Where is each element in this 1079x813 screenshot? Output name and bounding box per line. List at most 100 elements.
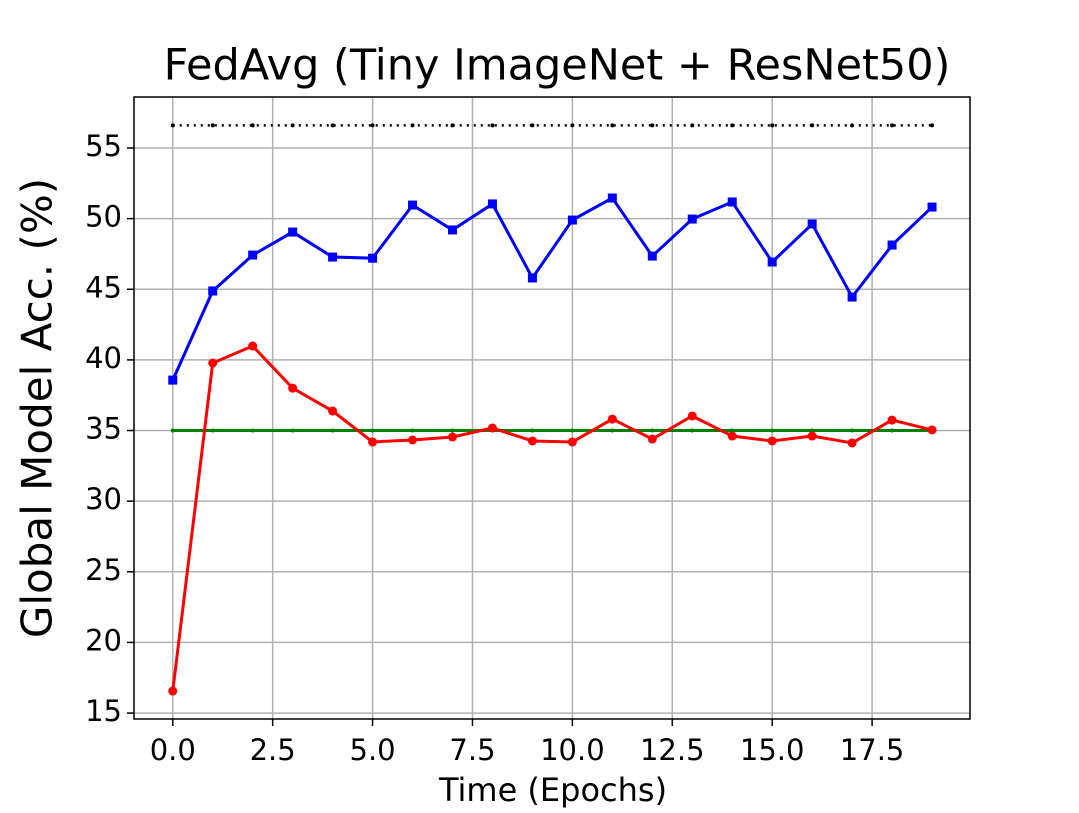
point (288, 383, 298, 393)
chart-title: FedAvg (Tiny ImageNet + ResNet50) (164, 41, 951, 91)
point (447, 432, 457, 442)
point (647, 251, 657, 261)
point (687, 411, 697, 421)
point (288, 227, 298, 237)
point (328, 252, 338, 262)
y-axis-label: Global Model Acc. (%) (13, 178, 62, 638)
point (250, 123, 255, 128)
point (170, 428, 175, 433)
point (328, 406, 338, 416)
point (930, 123, 935, 128)
point (530, 123, 535, 128)
point (210, 428, 215, 433)
point (690, 428, 695, 433)
point (250, 428, 255, 433)
point (810, 123, 815, 128)
point (927, 202, 937, 212)
point (890, 428, 895, 433)
y-tick-label: 35 (85, 412, 122, 446)
point (368, 437, 378, 447)
point (408, 200, 418, 210)
point (807, 431, 817, 441)
x-tick-label: 15.0 (740, 733, 805, 767)
point (770, 123, 775, 128)
point (850, 123, 855, 128)
y-tick-label: 40 (85, 341, 122, 375)
point (210, 123, 215, 128)
point (650, 123, 655, 128)
point (370, 428, 375, 433)
point (530, 428, 535, 433)
point (248, 250, 258, 260)
point (850, 428, 855, 433)
point (527, 273, 537, 283)
point (290, 428, 295, 433)
point (447, 225, 457, 235)
y-tick-label: 15 (85, 694, 122, 728)
point (687, 214, 697, 224)
point (607, 414, 617, 424)
x-tick-label: 2.5 (250, 733, 296, 767)
x-axis-label: Time (Epochs) (438, 771, 667, 809)
point (170, 123, 175, 128)
series-line (171, 344, 933, 692)
point (168, 686, 178, 696)
point (647, 434, 657, 444)
point (330, 123, 335, 128)
point (730, 123, 735, 128)
point (730, 428, 735, 433)
point (408, 435, 418, 445)
point (690, 123, 695, 128)
y-tick-label: 45 (85, 270, 122, 304)
point (410, 123, 415, 128)
point (450, 428, 455, 433)
y-tick-label: 25 (85, 553, 122, 587)
x-tick-label: 7.5 (449, 733, 495, 767)
point (927, 425, 937, 435)
point (487, 199, 497, 209)
point (767, 257, 777, 267)
point (567, 215, 577, 225)
point (727, 197, 737, 207)
point (610, 428, 615, 433)
point (650, 428, 655, 433)
point (847, 438, 857, 448)
point (767, 436, 777, 446)
point (410, 428, 415, 433)
point (527, 436, 537, 446)
point (490, 123, 495, 128)
point (208, 286, 218, 296)
plot-frame (133, 96, 971, 720)
x-tick-label: 12.5 (640, 733, 705, 767)
y-tick-label: 30 (85, 482, 122, 516)
point (330, 428, 335, 433)
point (487, 423, 497, 433)
point (570, 123, 575, 128)
point (887, 415, 897, 425)
point (208, 358, 218, 368)
point (450, 123, 455, 128)
x-tick-label: 5.0 (350, 733, 396, 767)
point (610, 123, 615, 128)
point (567, 437, 577, 447)
point (570, 428, 575, 433)
point (890, 123, 895, 128)
point (370, 123, 375, 128)
point (887, 240, 897, 250)
point (607, 193, 617, 203)
point (168, 375, 178, 385)
point (727, 431, 737, 441)
x-tick-label: 0.0 (150, 733, 196, 767)
x-tick-label: 17.5 (840, 733, 905, 767)
point (807, 219, 817, 229)
y-tick-label: 50 (85, 200, 122, 234)
point (770, 428, 775, 433)
point (368, 253, 378, 263)
point (248, 341, 258, 351)
point (847, 292, 857, 302)
x-tick-label: 10.0 (540, 733, 605, 767)
series-line (171, 196, 934, 381)
y-tick-label: 55 (85, 129, 122, 163)
